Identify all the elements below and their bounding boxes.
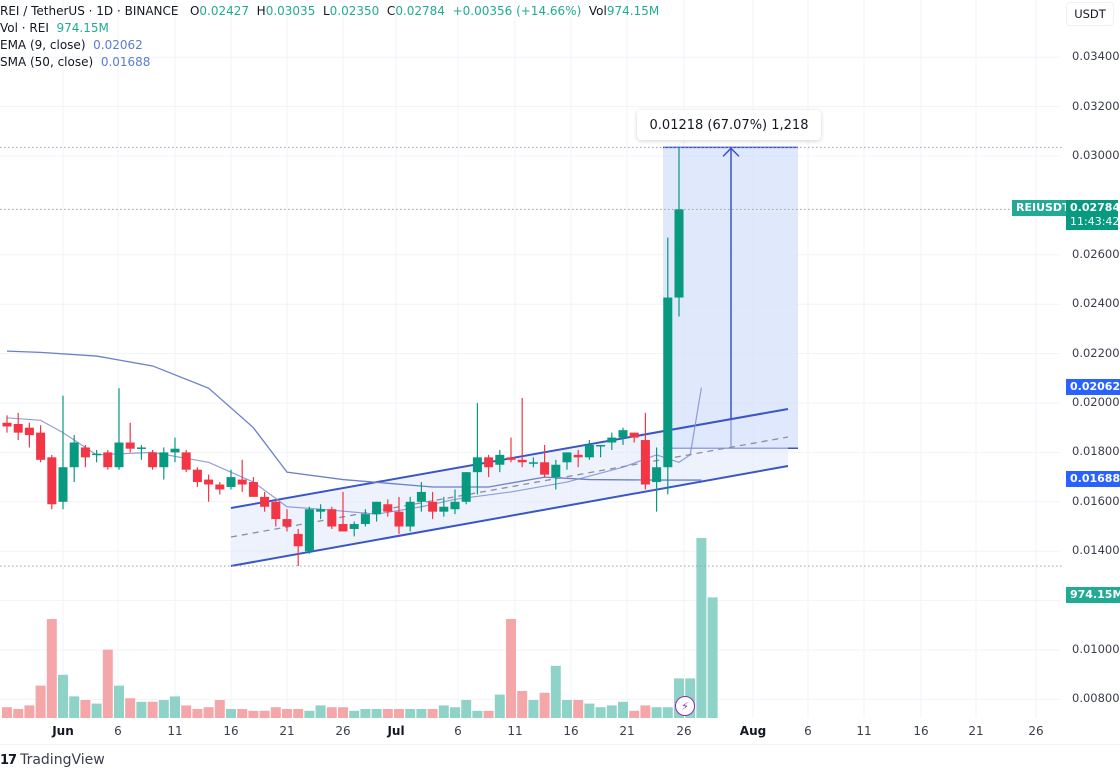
time-tick-label: 6 [454, 724, 462, 738]
price-tick-label: 0.01600 [1072, 493, 1120, 508]
time-tick-label: Aug [739, 724, 767, 738]
time-tick-label: 26 [1028, 724, 1044, 738]
ema-indicator-row[interactable]: EMA (9, close) 0.02062 [0, 38, 143, 52]
price-tick-label: 0.03400 [1072, 49, 1120, 64]
time-tick-label: 26 [335, 724, 351, 738]
price-tick-label: 0.01800 [1072, 444, 1120, 459]
tradingview-logo-icon: 17 [0, 752, 17, 768]
price-tick-label: 0.02000 [1072, 395, 1120, 409]
brand-name: TradingView [20, 752, 105, 768]
symbol-title[interactable]: REI / TetherUS · 1D · BINANCE [0, 4, 179, 18]
time-tick-label: 6 [114, 724, 122, 738]
bar-countdown: 11:43:42 [1070, 215, 1120, 228]
time-tick-label: 11 [856, 724, 872, 738]
time-tick-label: 26 [676, 724, 692, 738]
sma-price-tag: 0.01688 [1066, 471, 1120, 487]
volume-value: 974.15M [606, 4, 660, 18]
change-value: +0.00356 (+14.66%) [452, 4, 582, 18]
chart-legend: REI / TetherUS · 1D · BINANCE O0.02427 H… [0, 3, 659, 71]
tradingview-brand[interactable]: 17 TradingView [0, 752, 105, 768]
chart-grid [0, 0, 1060, 718]
measure-result-label: 0.01218 (67.07%) 1,218 [637, 110, 821, 140]
time-tick-label: 16 [563, 724, 579, 738]
time-tick-label: 21 [968, 724, 984, 738]
price-tick-label: 0.01400 [1072, 543, 1120, 558]
time-tick-label: 6 [804, 724, 812, 738]
price-tick-label: 0.02400 [1072, 296, 1120, 311]
footer-divider [0, 744, 1120, 745]
ema-price-tag: 0.02062 [1066, 379, 1120, 395]
volume-indicator-row[interactable]: Vol · REI 974.15M [0, 21, 109, 35]
time-tick-label: 21 [619, 724, 635, 738]
time-tick-label: 16 [913, 724, 929, 738]
time-tick-label: 21 [279, 724, 295, 738]
time-tick-label: 16 [223, 724, 239, 738]
volume-tag: 974.15M [1066, 587, 1120, 603]
high-value: 0.03035 [265, 4, 316, 18]
time-tick-label: 11 [507, 724, 523, 738]
price-tick-label: 0.02600 [1072, 246, 1120, 261]
last-price-tag: 0.02784 11:43:42 [1066, 200, 1120, 230]
price-tick-label: 0.00800 [1072, 691, 1120, 706]
price-tick-label: 0.01000 [1072, 642, 1120, 656]
close-value: 0.02784 [395, 4, 445, 18]
lightning-event-icon[interactable]: ⚡ [675, 696, 695, 716]
price-range-measure-tool[interactable] [663, 146, 798, 449]
open-value: 0.02427 [199, 4, 250, 18]
price-level-lines [0, 146, 1062, 567]
low-value: 0.02350 [329, 4, 380, 18]
sma-indicator-row[interactable]: SMA (50, close) 0.01688 [0, 55, 151, 69]
symbol-tag: REIUSDT [1012, 200, 1074, 216]
price-tick-label: 0.03000 [1072, 148, 1120, 162]
candlestick-series [2, 147, 684, 567]
price-tick-label: 0.03200 [1072, 98, 1120, 113]
time-tick-label: 11 [167, 724, 183, 738]
time-tick-label: Jun [52, 724, 74, 738]
currency-selector[interactable]: USDT [1066, 2, 1114, 26]
price-tick-label: 0.02200 [1072, 345, 1120, 360]
time-tick-label: Jul [387, 724, 405, 738]
volume-histogram [2, 538, 718, 718]
symbol-ohlc-row: REI / TetherUS · 1D · BINANCE O0.02427 H… [0, 4, 660, 18]
